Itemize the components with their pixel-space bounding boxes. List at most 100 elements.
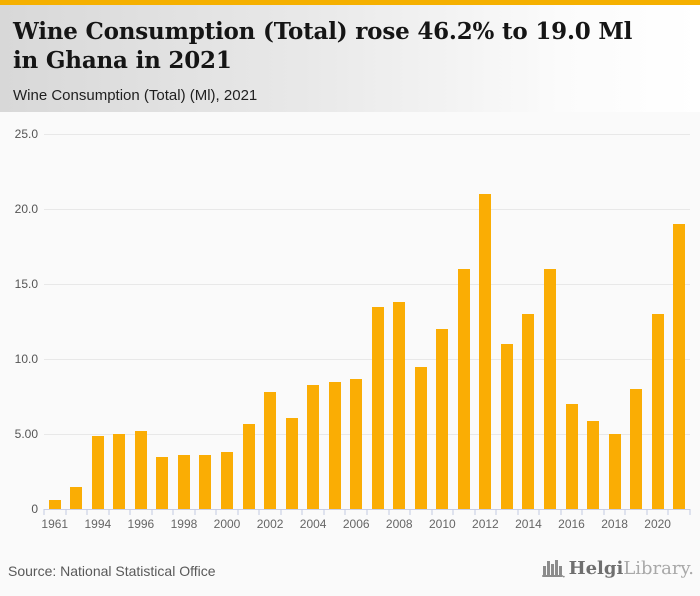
source-text: Source: National Statistical Office <box>8 563 216 579</box>
bar-2011 <box>457 269 470 509</box>
x-tick <box>474 509 476 515</box>
bar-slot <box>324 134 346 509</box>
logo-text: HelgiLibrary. <box>569 557 694 579</box>
bar-slot <box>367 134 389 509</box>
bar-2021 <box>673 224 686 509</box>
x-tick <box>646 509 648 515</box>
bar-1998 <box>177 455 190 509</box>
x-tick-label: 2014 <box>515 517 542 531</box>
x-tick <box>517 509 519 515</box>
bar-slot <box>195 134 217 509</box>
x-tick <box>624 509 626 515</box>
page-header: Wine Consumption (Total) rose 46.2% to 1… <box>0 5 700 112</box>
helgi-library-logo[interactable]: HelgiLibrary. <box>541 558 694 579</box>
bar-1996 <box>134 431 147 509</box>
bar-2008 <box>393 302 406 509</box>
bar-slot: 2002 <box>257 134 283 531</box>
bar-slot: 2006 <box>343 134 370 531</box>
bar-2019 <box>630 389 643 509</box>
bar-slot <box>625 134 647 509</box>
bar-slot: 2012 <box>472 134 499 531</box>
bar-2014 <box>522 314 535 509</box>
x-tick-label: 1998 <box>170 517 198 531</box>
bar-slot <box>582 134 604 509</box>
bar-slot <box>109 134 131 509</box>
bar-1997 <box>156 456 169 509</box>
bar-1995 <box>113 434 126 509</box>
x-tick <box>323 509 325 515</box>
bar-2003 <box>285 417 298 509</box>
x-tick-label: 2016 <box>558 517 585 531</box>
bar-2004 <box>307 384 320 509</box>
x-tick-label: 2006 <box>342 517 370 531</box>
x-tick-label: 1961 <box>41 517 69 531</box>
x-tick-label: 2018 <box>601 517 628 531</box>
logo-text-library: Library. <box>623 557 694 579</box>
page-title: Wine Consumption (Total) rose 46.2% to 1… <box>13 18 633 74</box>
bar-slot <box>410 134 432 509</box>
y-tick-label: 0 <box>31 502 38 516</box>
bar-slot <box>281 134 303 509</box>
x-tick <box>108 509 110 515</box>
bar-slot: 2020 <box>644 134 671 531</box>
bar-slot: 2016 <box>558 134 585 531</box>
gridline <box>44 284 690 285</box>
x-tick <box>667 509 669 515</box>
bar-1961 <box>48 500 61 509</box>
y-tick-label: 20.0 <box>14 202 38 216</box>
bar-2007 <box>371 306 384 509</box>
x-tick <box>86 509 88 515</box>
bar-slot <box>496 134 518 509</box>
x-tick <box>258 509 260 515</box>
x-tick <box>194 509 196 515</box>
bar-1993 <box>70 486 83 509</box>
x-tick <box>237 509 239 515</box>
x-tick <box>65 509 67 515</box>
page-subtitle: Wine Consumption (Total) (Ml), 2021 <box>13 86 258 104</box>
bar-chart-logo-icon <box>541 558 565 579</box>
bar-2016 <box>565 404 578 509</box>
bar-slot <box>238 134 260 509</box>
bar-slot: 2018 <box>601 134 628 531</box>
x-tick <box>43 509 45 515</box>
bar-2013 <box>500 344 513 509</box>
x-tick <box>495 509 497 515</box>
bar-2005 <box>328 381 341 509</box>
x-tick <box>452 509 454 515</box>
x-tick-label: 2000 <box>213 517 241 531</box>
x-tick-label: 1994 <box>84 517 112 531</box>
bar-2000 <box>221 452 234 509</box>
x-tick-label: 2012 <box>472 517 499 531</box>
bar-2015 <box>543 269 556 509</box>
y-axis: 0 5.00 10.0 15.0 20.0 25.0 <box>0 127 38 516</box>
bar-slot: 2010 <box>429 134 456 531</box>
x-tick <box>560 509 562 515</box>
x-tick <box>151 509 153 515</box>
bar-2020 <box>651 314 664 509</box>
x-tick-label: 2004 <box>299 517 327 531</box>
bar-slot: 1998 <box>171 134 197 531</box>
x-tick-label: 2008 <box>385 517 413 531</box>
x-tick-label: 2002 <box>256 517 284 531</box>
x-tick-label: 2010 <box>428 517 456 531</box>
y-tick-label: 15.0 <box>14 277 38 291</box>
page-footer: Source: National Statistical Office Helg… <box>0 544 700 596</box>
bar-2012 <box>479 194 492 509</box>
x-tick <box>603 509 605 515</box>
bar-slot <box>152 134 174 509</box>
y-tick-label: 5.00 <box>14 427 38 441</box>
bar-slot: 2000 <box>214 134 240 531</box>
x-tick <box>301 509 303 515</box>
x-tick <box>409 509 411 515</box>
bar-slot <box>453 134 475 509</box>
bar-2009 <box>414 366 427 509</box>
bar-slot <box>539 134 561 509</box>
bar-slot: 2008 <box>386 134 413 531</box>
bar-slots: 1961 1994 1996 1998 2000 2002 2004 2006 2008 2010… <box>41 134 690 531</box>
bar-1999 <box>199 455 212 509</box>
x-tick <box>689 509 691 515</box>
x-tick-label: 2020 <box>644 517 671 531</box>
bar-2002 <box>264 392 277 509</box>
x-tick <box>388 509 390 515</box>
x-tick-label: 1996 <box>127 517 155 531</box>
